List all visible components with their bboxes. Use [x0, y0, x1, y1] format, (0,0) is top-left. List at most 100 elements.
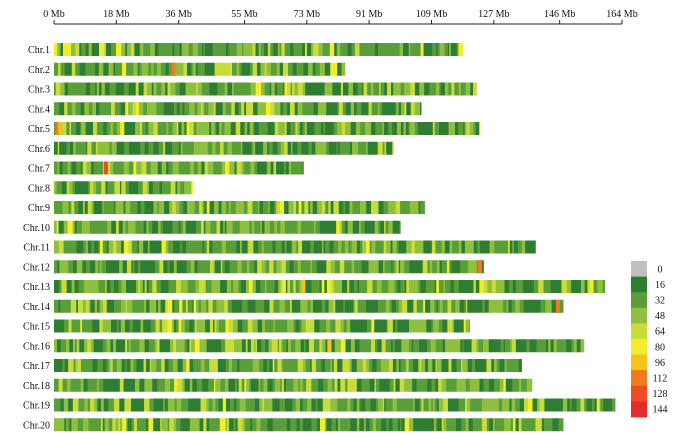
density-bin	[158, 201, 165, 214]
density-bin	[389, 299, 393, 313]
density-bin	[173, 260, 178, 274]
density-bin	[432, 398, 435, 412]
density-bin	[99, 260, 102, 274]
density-bin	[340, 319, 345, 333]
density-bin	[128, 82, 133, 96]
density-bin	[281, 378, 285, 392]
density-bin	[140, 141, 146, 155]
density-bin	[63, 398, 69, 412]
density-hotspot	[478, 260, 482, 274]
density-bin	[204, 339, 207, 353]
density-bin	[127, 43, 132, 56]
density-bin	[128, 220, 131, 234]
density-bin	[274, 122, 279, 135]
density-bin	[215, 141, 221, 155]
density-bin	[515, 339, 520, 353]
density-bin	[143, 82, 148, 96]
density-bin	[465, 319, 470, 333]
density-bin	[277, 43, 281, 56]
density-bin	[363, 319, 368, 333]
density-bin	[483, 378, 486, 392]
density-bin	[242, 339, 247, 353]
density-bin	[340, 378, 346, 392]
density-bin	[92, 359, 98, 372]
density-bin	[296, 62, 301, 76]
density-bin	[277, 82, 282, 96]
density-bin	[571, 398, 575, 412]
density-bin	[65, 260, 69, 274]
density-bin	[108, 378, 115, 392]
density-bin	[132, 260, 135, 274]
density-bin	[108, 240, 114, 254]
density-bin	[321, 240, 324, 254]
density-bin	[319, 82, 324, 96]
density-bin	[196, 299, 199, 313]
density-bin	[81, 62, 86, 76]
density-bin	[118, 220, 124, 234]
density-bin	[280, 339, 283, 353]
density-bin	[220, 141, 224, 155]
density-bin	[139, 378, 143, 392]
density-bin	[115, 339, 121, 353]
density-bin	[116, 359, 122, 372]
legend-swatch	[631, 323, 647, 340]
density-bin	[369, 418, 374, 432]
density-bin	[312, 260, 316, 274]
density-bin	[392, 418, 399, 432]
density-bin	[382, 141, 385, 155]
density-bin	[189, 418, 193, 432]
density-bin	[359, 418, 365, 432]
density-bin	[441, 378, 447, 392]
density-bin	[471, 359, 476, 372]
density-bin	[343, 201, 346, 214]
density-bin	[372, 260, 376, 274]
density-bin	[175, 181, 178, 195]
density-bin	[315, 220, 321, 234]
density-bin	[138, 181, 144, 195]
density-bin	[66, 181, 70, 195]
chromosome-bar	[54, 240, 536, 254]
density-bin	[406, 43, 410, 56]
legend-swatch	[631, 307, 647, 324]
density-bin	[75, 141, 81, 155]
density-bin	[496, 378, 501, 392]
density-bin	[395, 102, 398, 116]
density-bin	[90, 82, 93, 96]
density-bin	[502, 398, 506, 412]
density-bin	[100, 418, 104, 432]
density-bin	[406, 280, 410, 293]
density-bin	[525, 240, 530, 254]
density-bin	[431, 319, 434, 333]
density-bin	[54, 62, 57, 76]
density-bin	[299, 280, 303, 293]
density-bin	[242, 43, 244, 56]
density-bin	[460, 260, 465, 274]
density-bin	[62, 141, 67, 155]
density-bin	[194, 378, 198, 392]
density-bin	[495, 280, 500, 293]
density-bin	[285, 280, 288, 293]
density-bin	[189, 378, 193, 392]
density-bin	[322, 43, 328, 56]
density-bin	[447, 299, 452, 313]
density-bin	[122, 260, 128, 274]
density-bin	[156, 102, 160, 116]
density-bin	[330, 398, 334, 412]
density-bin	[388, 141, 393, 155]
density-bin	[538, 280, 544, 293]
density-bin	[170, 378, 175, 392]
density-bin	[561, 398, 564, 412]
density-bin	[509, 398, 512, 412]
density-bin	[229, 122, 232, 135]
density-bin	[155, 260, 160, 274]
density-bin	[337, 359, 341, 372]
density-bin	[96, 181, 102, 195]
density-bin	[67, 418, 70, 432]
density-bin	[185, 102, 190, 116]
density-bin	[223, 378, 226, 392]
density-bin	[146, 161, 151, 175]
density-bin	[168, 220, 173, 234]
density-bin	[481, 418, 488, 432]
density-bin	[323, 220, 327, 234]
density-bin	[312, 201, 318, 214]
